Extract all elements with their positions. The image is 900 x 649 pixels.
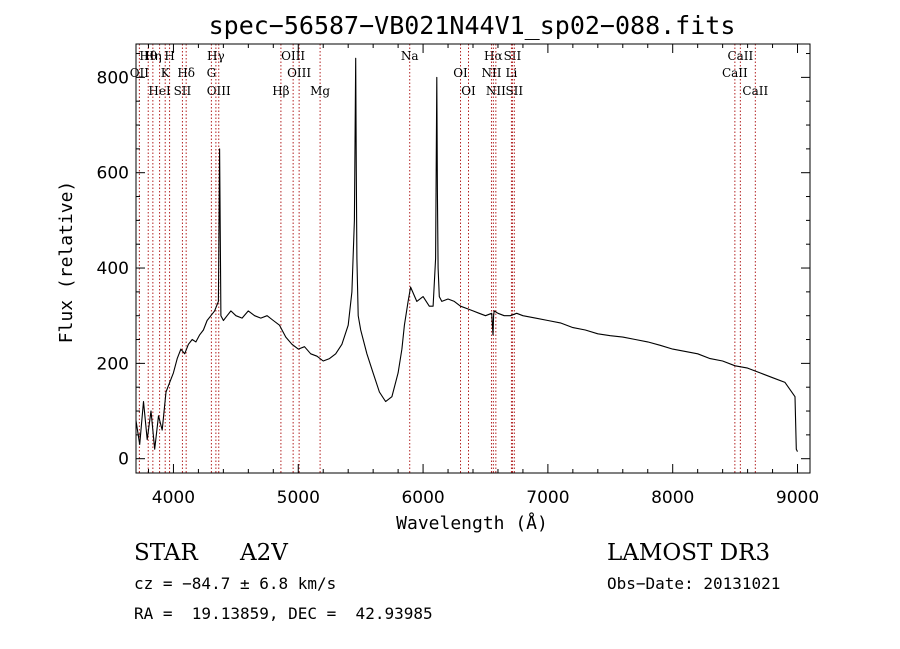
spectral-line-label: CaII — [722, 66, 748, 80]
redshift-velocity: cz = −84.7 ± 6.8 km/s — [134, 574, 336, 593]
spectral-line-markers: HθOIIHeIHηKSIIHHδOIIIHγGHβOIIIOIIIMgNaOI… — [130, 44, 768, 473]
axis-ticks: 4000 5000 6000 7000 8000 9000 0 200 400 600 800 — [97, 44, 819, 508]
y-tick-label: 600 — [97, 164, 129, 184]
x-tick-label: 7000 — [526, 488, 569, 508]
x-tick-label: 4000 — [152, 488, 195, 508]
spectral-line-label: Hη — [144, 49, 162, 63]
spectral-line-label: OI — [453, 66, 468, 80]
x-tick-label: 9000 — [776, 488, 819, 508]
spectral-line-label: Na — [401, 49, 419, 63]
y-tick-label: 0 — [118, 450, 129, 470]
spectral-line-label: OI — [461, 84, 476, 98]
sky-coordinates: RA = 19.13859, DEC = 42.93985 — [134, 604, 433, 623]
spectral-line-label: CaII — [742, 84, 768, 98]
x-axis-label: Wavelength (Å) — [396, 512, 548, 534]
plot-frame — [135, 43, 811, 474]
x-tick-label: 6000 — [401, 488, 444, 508]
spectral-line-label: Hγ — [207, 49, 225, 63]
spectral-line-label: Hβ — [272, 84, 289, 98]
object-class: STAR — [134, 540, 198, 566]
spectral-subclass: A2V — [239, 540, 288, 566]
x-tick-label: 5000 — [277, 488, 320, 508]
y-tick-label: 800 — [97, 68, 129, 88]
spectral-line-label: SII — [504, 49, 522, 63]
spectral-line-label: G — [207, 66, 217, 80]
spectral-line-label: NII — [486, 84, 506, 98]
spectral-line-label: SII — [505, 84, 523, 98]
spectral-line-label: SII — [174, 84, 192, 98]
spectral-line-label: K — [161, 66, 171, 80]
spectrum-line — [135, 57, 798, 452]
y-tick-label: 400 — [97, 259, 129, 279]
spectral-line-label: NII — [481, 66, 501, 80]
observation-date: Obs−Date: 20131021 — [607, 574, 780, 593]
spectral-line-label: OII — [130, 66, 150, 80]
spectral-line-label: H — [164, 49, 174, 63]
spectral-line-label: Hα — [484, 49, 503, 63]
x-tick-label: 8000 — [651, 488, 694, 508]
chart-title: spec−56587−VB021N44V1_sp02−088.fits — [209, 11, 736, 40]
spectral-line-label: OIII — [281, 49, 305, 63]
survey-name: LAMOST DR3 — [607, 540, 770, 566]
spectral-line-label: Mg — [310, 84, 330, 98]
spectral-line-label: OIII — [287, 66, 311, 80]
spectral-line-label: Li — [506, 66, 518, 80]
spectral-line-label: OIII — [207, 84, 231, 98]
spectral-line-label: Hδ — [177, 66, 195, 80]
y-axis-label: Flux (relative) — [56, 181, 77, 344]
spectral-line-label: HeI — [148, 84, 171, 98]
spectral-line-label: CaII — [727, 49, 753, 63]
y-tick-label: 200 — [97, 354, 129, 374]
